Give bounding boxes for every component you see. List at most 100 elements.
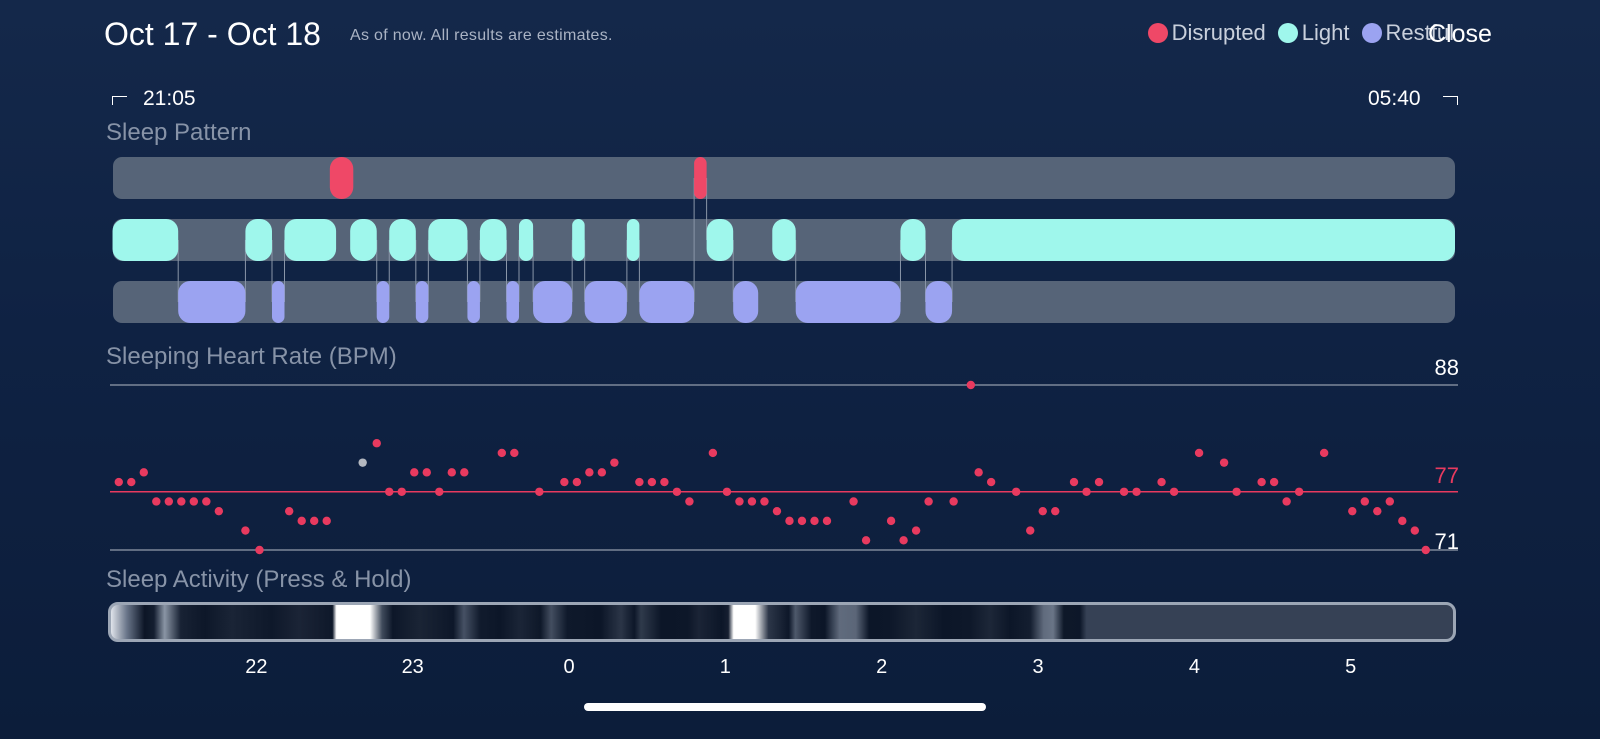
hr-point (974, 468, 983, 477)
hr-point (372, 439, 381, 448)
hr-point (672, 487, 682, 496)
hr-point (1132, 487, 1141, 496)
hr-point (899, 536, 908, 545)
start-time: 21:05 (143, 87, 196, 110)
hr-point (322, 516, 331, 526)
hr-point (572, 477, 582, 487)
heart-rate-title: Sleeping Heart Rate (BPM) (106, 343, 397, 370)
hr-point (189, 497, 199, 506)
light-segment (626, 219, 640, 261)
hr-point (1348, 506, 1357, 516)
start-bracket-icon (112, 96, 127, 105)
hr-point (861, 536, 871, 545)
hr-point (635, 477, 644, 487)
hr-point (1219, 458, 1229, 467)
hr-point (1094, 477, 1104, 487)
restful-segment (467, 281, 480, 323)
hr-point (1269, 477, 1279, 487)
sleep-activity-bar[interactable] (108, 602, 1456, 642)
hr-point (660, 477, 669, 487)
hr-point (1119, 487, 1129, 496)
hr-point (410, 468, 419, 477)
hr-point (114, 477, 123, 487)
hr-point (560, 477, 569, 487)
hr-point (849, 497, 858, 506)
hr-point (297, 516, 306, 526)
hr-point (1410, 526, 1420, 535)
hr-point (397, 487, 406, 496)
time-tick-label: 2 (876, 656, 887, 678)
restful-segment (584, 281, 627, 323)
hr-point (647, 477, 657, 487)
hr-point (610, 458, 619, 467)
hr-point (1157, 477, 1166, 487)
hr-point (1194, 448, 1204, 458)
sleep-pattern-title: Sleep Pattern (106, 119, 252, 146)
hr-point (735, 497, 744, 506)
light-segment (772, 219, 796, 261)
hr-point (911, 526, 921, 535)
restful-segment (506, 281, 520, 323)
light-segment (389, 219, 416, 261)
hr-point (127, 477, 136, 487)
hr-point (241, 526, 250, 535)
light-segment (952, 219, 1455, 261)
sleep-activity-title: Sleep Activity (Press & Hold) (106, 566, 412, 593)
hr-point (152, 497, 161, 506)
hr-avg-label: 77 (1435, 463, 1459, 488)
restful-segment (733, 281, 759, 323)
hr-point (1038, 506, 1047, 516)
close-button[interactable]: Close (1428, 20, 1492, 48)
end-bracket-icon (1443, 96, 1458, 105)
hr-point (1294, 487, 1304, 496)
home-indicator[interactable] (584, 703, 986, 711)
hr-point (760, 497, 769, 506)
legend-label-light: Light (1301, 20, 1350, 45)
time-tick-label: 0 (563, 656, 574, 678)
time-tick-label: 5 (1345, 656, 1356, 678)
legend-item-disrupted: Disrupted (1147, 20, 1266, 46)
time-tick-label: 1 (720, 656, 731, 678)
track-restful (113, 281, 1455, 323)
hr-point (924, 497, 933, 506)
restful-segment (376, 281, 390, 323)
hr-point (164, 497, 174, 506)
time-tick-label: 3 (1032, 656, 1043, 678)
light-segment (519, 219, 534, 261)
hr-point (214, 506, 224, 516)
hr-point (1385, 497, 1395, 506)
hr-point (597, 468, 607, 477)
track-disrupted (113, 157, 1455, 199)
hr-point (255, 545, 264, 555)
restful-segment (178, 281, 246, 323)
hr-point (1398, 516, 1407, 526)
disrupted-segment (694, 157, 707, 199)
hr-point (708, 448, 718, 458)
hr-point (284, 506, 294, 516)
hr-point (810, 516, 819, 526)
light-segment (112, 219, 179, 261)
restful-segment (795, 281, 901, 323)
time-tick-label: 4 (1189, 656, 1200, 678)
hr-point (1051, 506, 1060, 516)
disrupted-dot-icon (1147, 23, 1168, 43)
legend-item-light: Light (1277, 20, 1350, 46)
hr-point (1282, 497, 1291, 506)
legend-label-restful: Restful (1385, 20, 1454, 45)
hr-point (460, 468, 469, 477)
hr-point (1360, 497, 1369, 506)
disrupted-segment (329, 157, 354, 199)
hr-point (585, 468, 594, 477)
time-tick-label: 23 (402, 656, 424, 678)
restful-segment (639, 281, 695, 323)
hr-point (1169, 487, 1179, 496)
hr-point (822, 516, 832, 526)
end-time: 05:40 (1368, 87, 1421, 110)
light-segment (706, 219, 734, 261)
hr-point (722, 487, 732, 496)
hr-point (447, 468, 456, 477)
hr-point (986, 477, 996, 487)
estimate-note: As of now. All results are estimates. (350, 27, 613, 44)
legend-label-disrupted: Disrupted (1171, 20, 1266, 45)
